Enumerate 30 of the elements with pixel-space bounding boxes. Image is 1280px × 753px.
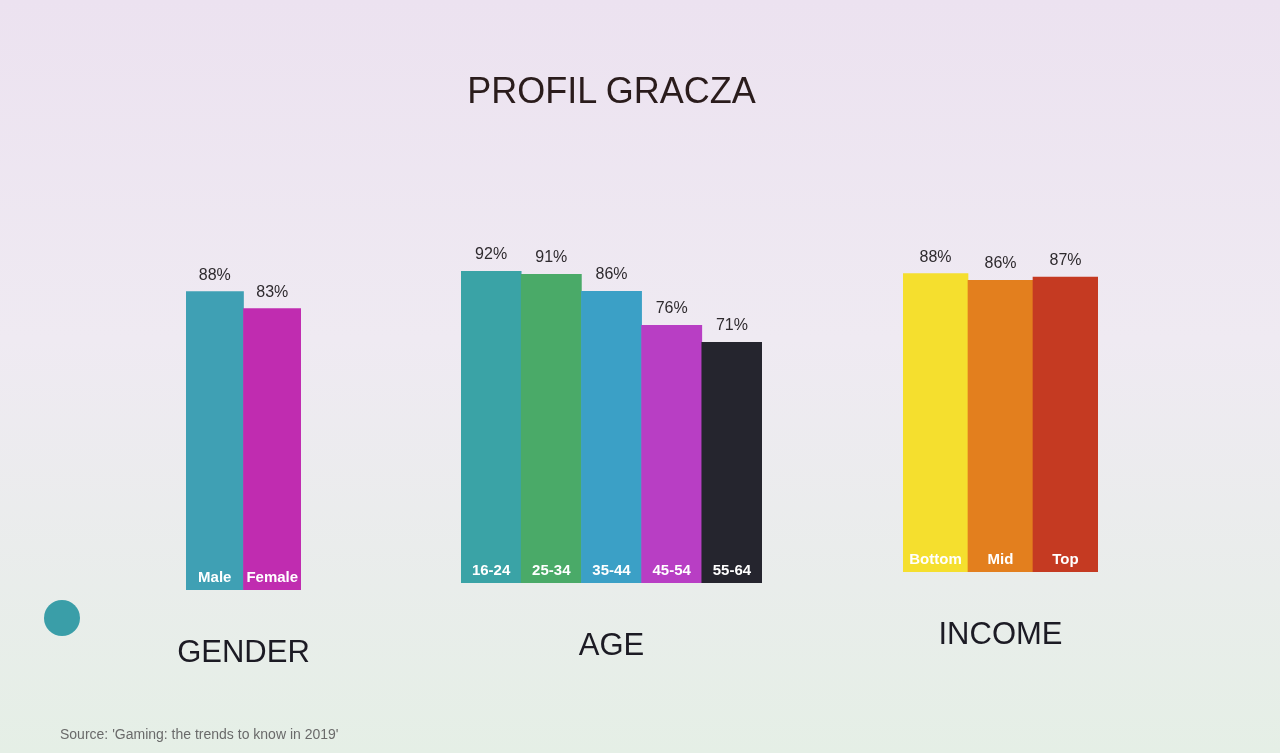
data-label: 88% <box>198 265 231 283</box>
x-tick-label: 55-64 <box>712 561 752 578</box>
x-tick-label: Male <box>198 568 232 585</box>
data-label: 91% <box>535 248 568 266</box>
bar <box>520 274 582 583</box>
x-tick-label: 35-44 <box>592 561 632 578</box>
x-tick-label: Female <box>246 568 299 585</box>
x-axis-title: AGE <box>578 627 645 662</box>
x-tick-label: Mid <box>987 550 1014 567</box>
x-axis-title: GENDER <box>177 634 310 669</box>
data-label: 86% <box>984 254 1017 272</box>
x-tick-label: 25-34 <box>532 561 572 578</box>
x-tick-label: Bottom <box>909 550 962 567</box>
bar <box>581 291 642 583</box>
data-label: 87% <box>1049 250 1082 268</box>
x-axis-title: INCOME <box>938 616 1063 651</box>
data-label: 86% <box>595 265 628 283</box>
source-note: Source: 'Gaming: the trends to know in 2019' <box>60 726 339 742</box>
data-label: 76% <box>655 299 688 317</box>
data-label: 71% <box>715 316 748 334</box>
x-tick-label: 45-54 <box>652 561 692 578</box>
x-tick-label: Top <box>1052 550 1079 567</box>
data-label: 88% <box>919 247 952 265</box>
chart-title: PROFIL GRACZA <box>466 70 757 112</box>
data-label: 83% <box>256 282 289 300</box>
bar <box>701 341 762 583</box>
data-label: 92% <box>475 245 508 262</box>
bar <box>461 271 522 583</box>
x-tick-label: 16-24 <box>471 561 511 578</box>
bar <box>641 324 703 583</box>
